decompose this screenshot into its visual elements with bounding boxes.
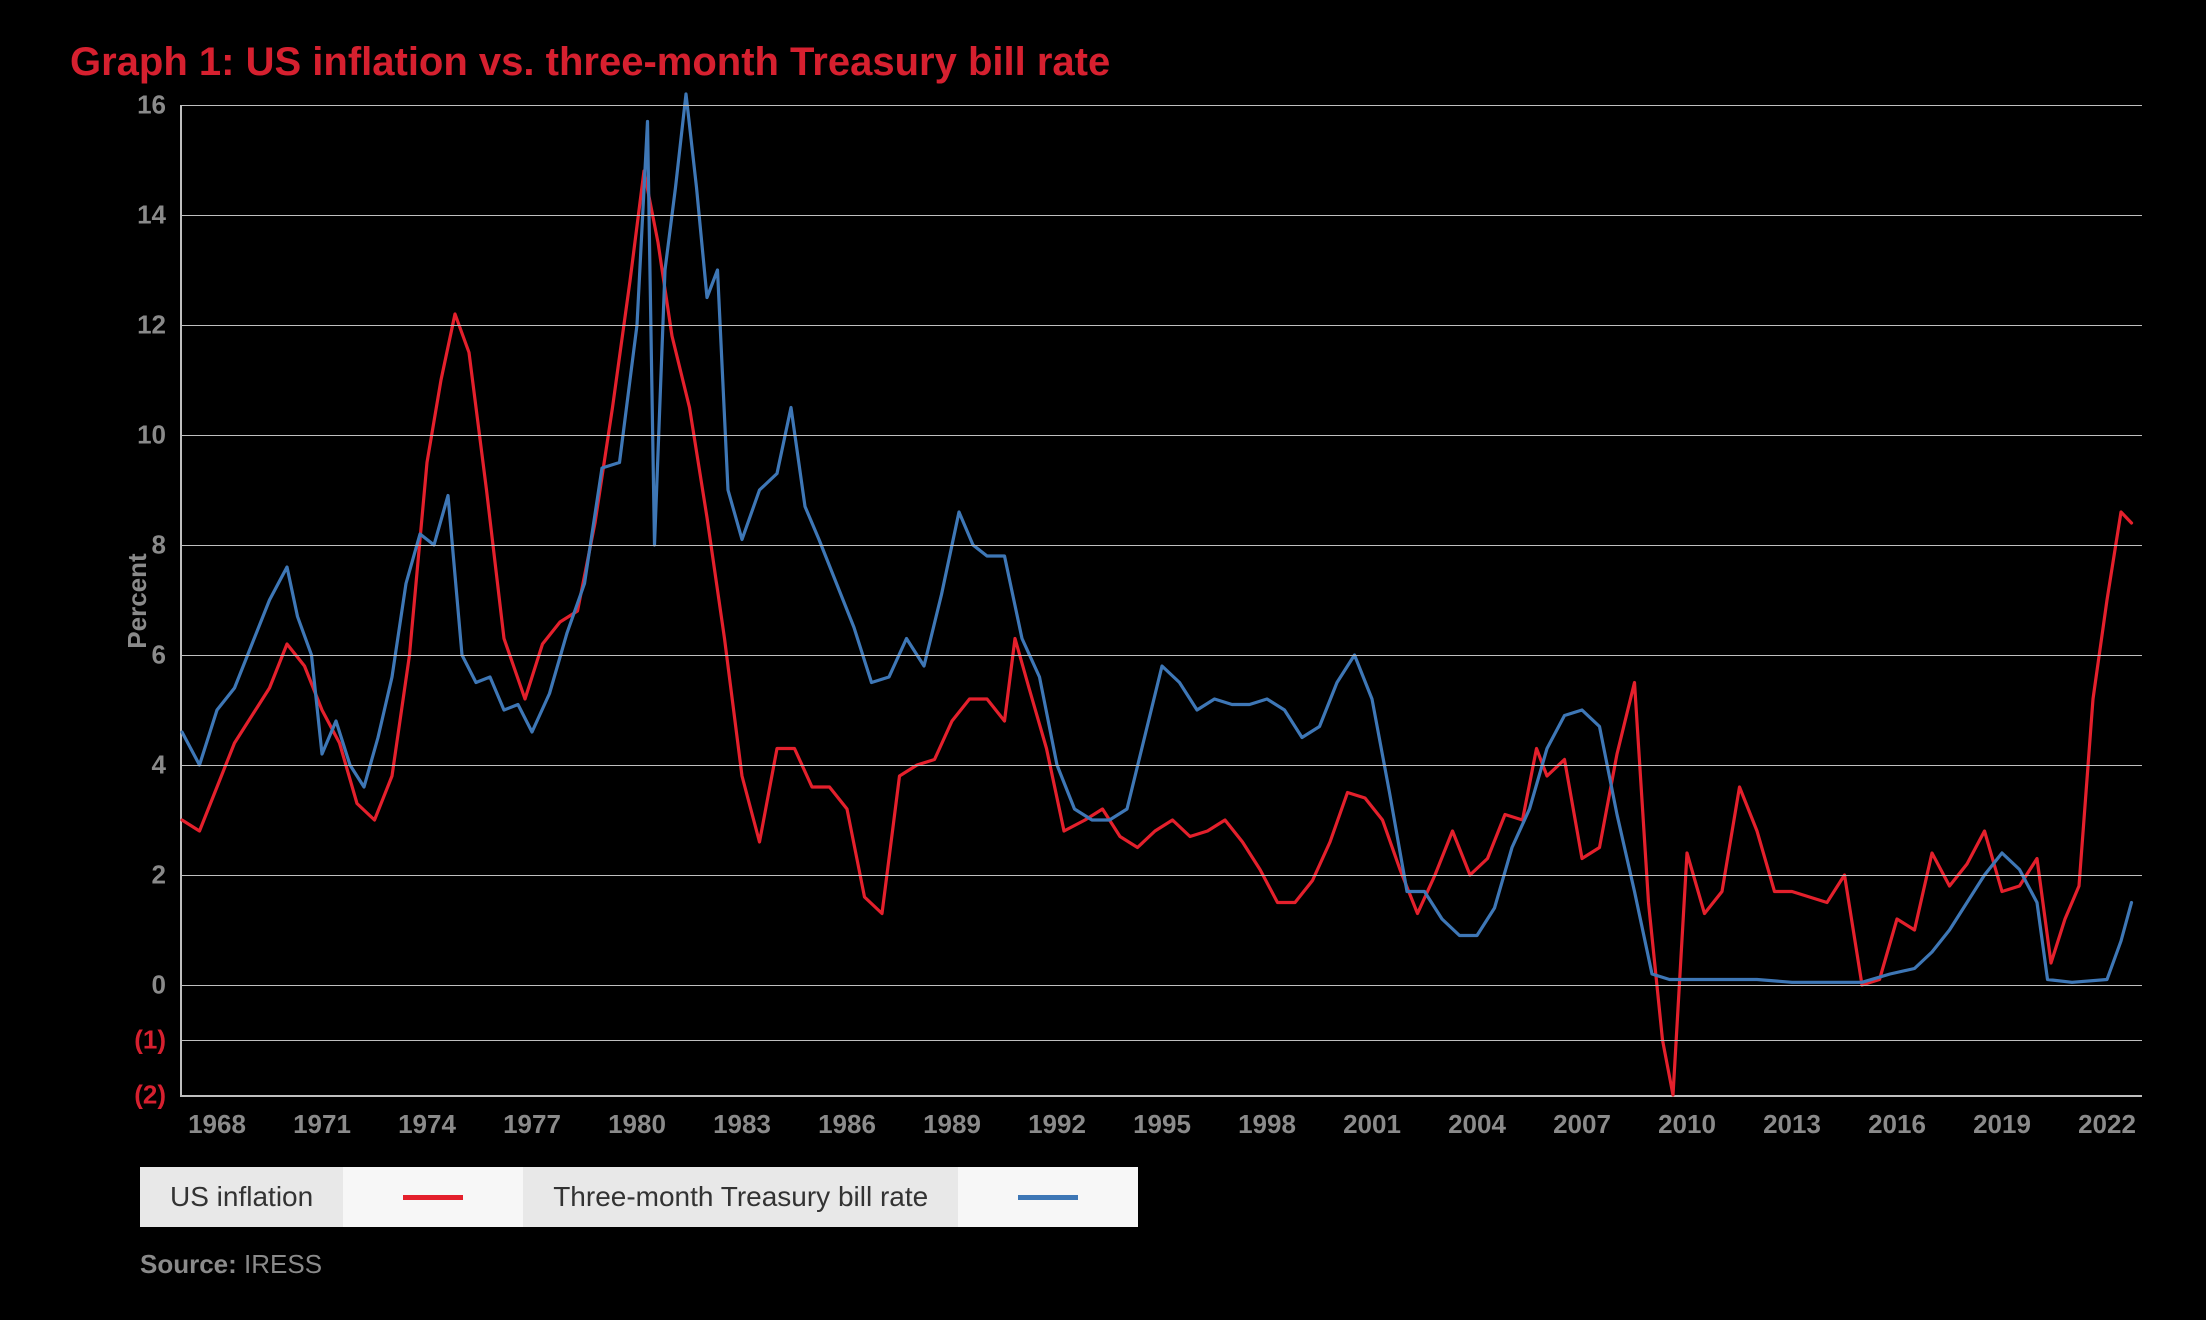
x-tick-label: 1968 (188, 1095, 246, 1140)
chart-title: Graph 1: US inflation vs. three-month Tr… (70, 40, 2146, 85)
y-tick-label: 14 (137, 200, 182, 231)
series-line (182, 94, 2132, 982)
chart-lines-svg (182, 105, 2142, 1095)
x-tick-label: 1989 (923, 1095, 981, 1140)
gridline (182, 545, 2142, 546)
legend-series2-label: Three-month Treasury bill rate (523, 1167, 958, 1227)
x-tick-label: 2001 (1343, 1095, 1401, 1140)
x-tick-label: 2016 (1868, 1095, 1926, 1140)
gridline (182, 765, 2142, 766)
x-tick-label: 2004 (1448, 1095, 1506, 1140)
legend-series1-swatch (343, 1167, 523, 1227)
chart-container: Graph 1: US inflation vs. three-month Tr… (0, 0, 2206, 1320)
x-tick-label: 1998 (1238, 1095, 1296, 1140)
x-tick-label: 1995 (1133, 1095, 1191, 1140)
gridline (182, 1040, 2142, 1041)
y-tick-label: 10 (137, 420, 182, 451)
x-tick-label: 1980 (608, 1095, 666, 1140)
x-tick-label: 2022 (2078, 1095, 2136, 1140)
x-tick-label: 1971 (293, 1095, 351, 1140)
legend: US inflation Three-month Treasury bill r… (140, 1167, 1138, 1227)
x-tick-label: 2013 (1763, 1095, 1821, 1140)
y-tick-label: (1) (134, 1025, 182, 1056)
gridline (182, 435, 2142, 436)
x-tick-label: 2007 (1553, 1095, 1611, 1140)
legend-line-icon (403, 1195, 463, 1200)
legend-line-icon (1018, 1195, 1078, 1200)
y-tick-label: 8 (152, 530, 182, 561)
y-tick-label: 6 (152, 640, 182, 671)
source-value: IRESS (244, 1249, 322, 1279)
source-label: Source: (140, 1249, 237, 1279)
gridline (182, 875, 2142, 876)
y-tick-label: (2) (134, 1080, 182, 1111)
y-tick-label: 0 (152, 970, 182, 1001)
gridline (182, 105, 2142, 106)
plot-wrapper: Percent (2)(1)02468101214161968197119741… (180, 105, 2106, 1097)
y-axis-label: Percent (122, 553, 153, 648)
gridline (182, 655, 2142, 656)
y-tick-label: 12 (137, 310, 182, 341)
plot-area: (2)(1)0246810121416196819711974197719801… (180, 105, 2142, 1097)
gridline (182, 215, 2142, 216)
x-tick-label: 2010 (1658, 1095, 1716, 1140)
y-tick-label: 2 (152, 860, 182, 891)
x-tick-label: 1977 (503, 1095, 561, 1140)
gridline (182, 325, 2142, 326)
y-tick-label: 4 (152, 750, 182, 781)
y-tick-label: 16 (137, 90, 182, 121)
x-tick-label: 1974 (398, 1095, 456, 1140)
x-tick-label: 2019 (1973, 1095, 2031, 1140)
legend-series2-swatch (958, 1167, 1138, 1227)
legend-series1-label: US inflation (140, 1167, 343, 1227)
x-tick-label: 1992 (1028, 1095, 1086, 1140)
series-line (182, 171, 2132, 1095)
gridline (182, 985, 2142, 986)
source-line: Source: IRESS (140, 1249, 2146, 1280)
x-tick-label: 1986 (818, 1095, 876, 1140)
x-tick-label: 1983 (713, 1095, 771, 1140)
